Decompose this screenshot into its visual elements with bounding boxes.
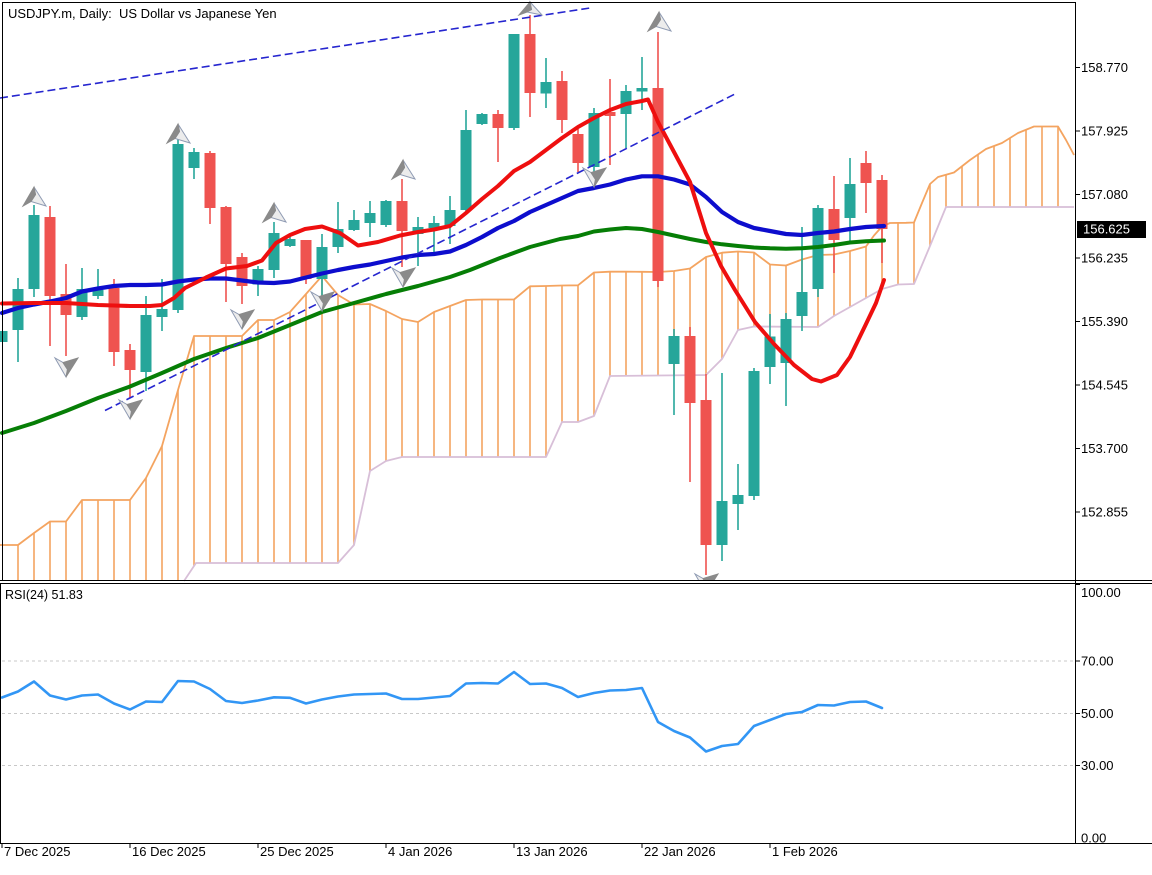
svg-text:22 Jan 2026: 22 Jan 2026	[644, 844, 716, 859]
svg-text:25 Dec 2025: 25 Dec 2025	[260, 844, 334, 859]
svg-text:4 Jan 2026: 4 Jan 2026	[388, 844, 452, 859]
svg-text:155.390: 155.390	[1081, 314, 1128, 329]
svg-text:USDJPY.m, Daily: US Dollar vs: USDJPY.m, Daily: US Dollar vs Japanese Y…	[8, 6, 277, 21]
svg-text:1 Feb 2026: 1 Feb 2026	[772, 844, 838, 859]
svg-text:154.545: 154.545	[1081, 378, 1128, 393]
svg-text:158.770: 158.770	[1081, 60, 1128, 75]
svg-text:13 Jan 2026: 13 Jan 2026	[516, 844, 588, 859]
svg-text:152.855: 152.855	[1081, 505, 1128, 520]
svg-text:16 Dec 2025: 16 Dec 2025	[132, 844, 206, 859]
svg-text:30.00: 30.00	[1081, 758, 1114, 773]
svg-text:100.00: 100.00	[1081, 585, 1121, 600]
svg-text:157.925: 157.925	[1081, 124, 1128, 139]
svg-text:156.235: 156.235	[1081, 251, 1128, 266]
svg-text:157.080: 157.080	[1081, 187, 1128, 202]
svg-text:70.00: 70.00	[1081, 654, 1114, 669]
svg-text:7 Dec 2025: 7 Dec 2025	[4, 844, 71, 859]
svg-text:50.00: 50.00	[1081, 706, 1114, 721]
svg-text:0.00: 0.00	[1081, 831, 1106, 846]
svg-text:156.625: 156.625	[1083, 222, 1130, 237]
svg-text:RSI(24) 51.83: RSI(24) 51.83	[5, 588, 83, 602]
svg-text:153.700: 153.700	[1081, 441, 1128, 456]
